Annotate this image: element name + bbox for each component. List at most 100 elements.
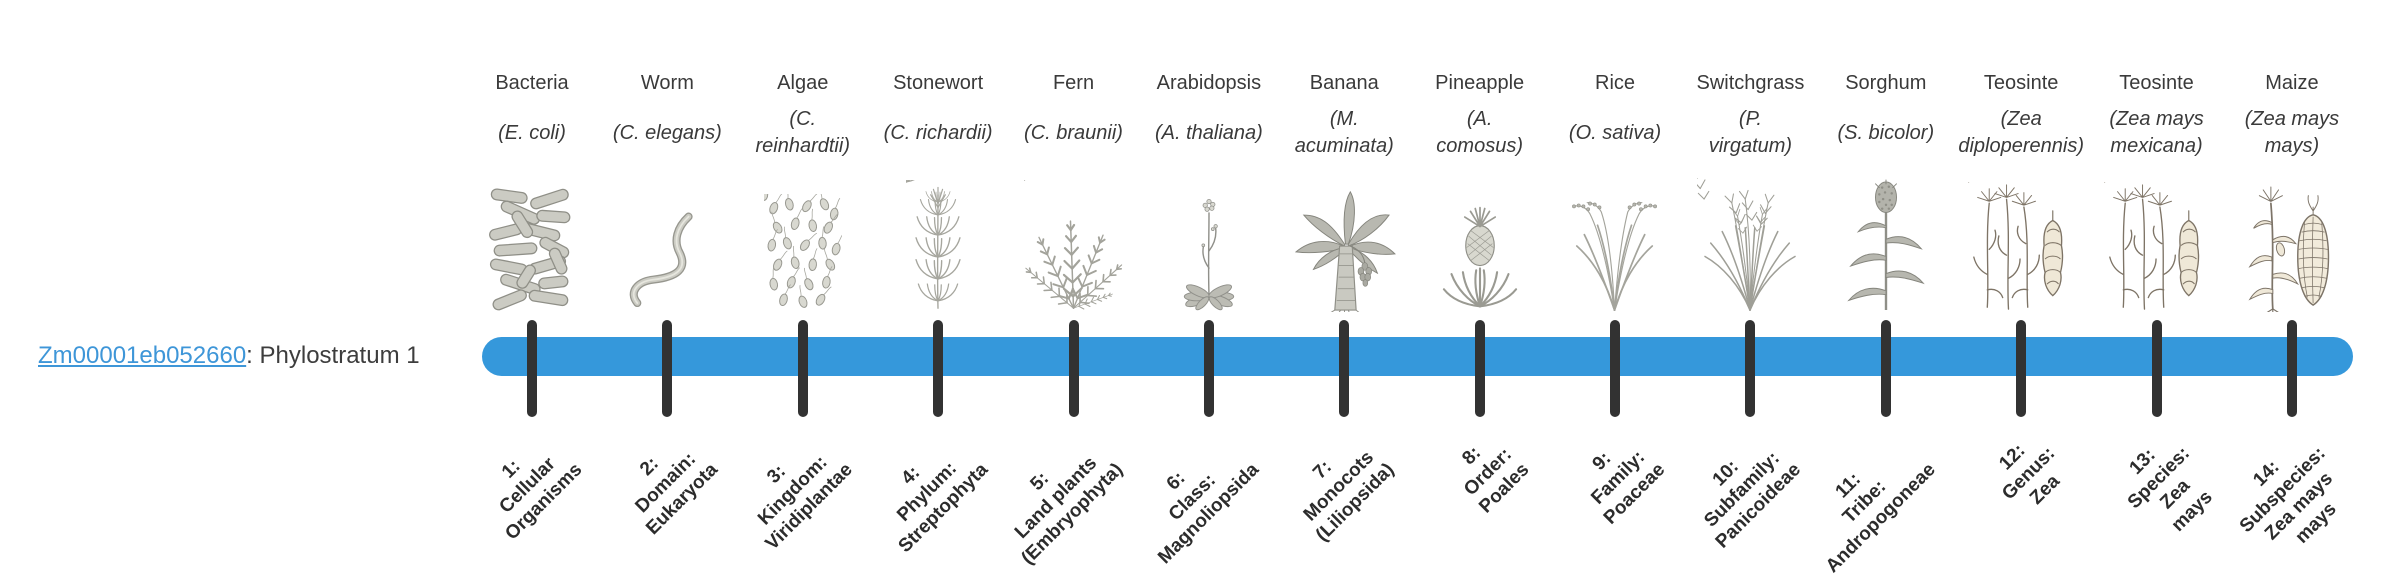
stratum-label: 3: Kingdom: Viridiplantae xyxy=(754,451,858,555)
stratum-label: 1: Cellular Organisms xyxy=(495,453,587,545)
organism-illustration xyxy=(1811,168,1961,312)
stratum-label: 4: Phylum: Streptophyta xyxy=(893,458,993,558)
gene-phylostratum-label: : Phylostratum 1 xyxy=(246,342,420,369)
organism-common-name: Pineapple xyxy=(1435,72,1525,94)
organism-common-name: Algae xyxy=(777,72,829,94)
organism-column: Rice (O. sativa) 9: Family: Poaceae xyxy=(1540,0,1690,580)
organism-latin-name: (M. acuminata) xyxy=(1294,108,1394,157)
timeline-tick xyxy=(1745,320,1756,417)
organism-common-name: Fern xyxy=(1052,72,1095,94)
organism-latin-name: (O. sativa) xyxy=(1568,121,1662,144)
organism-column: Algae (C. reinhardtii) 3: Kingdom: Virid… xyxy=(728,0,878,580)
organism-illustration xyxy=(1675,168,1825,312)
organism-illustration xyxy=(728,168,878,312)
timeline-tick xyxy=(1474,320,1485,417)
timeline-bar xyxy=(482,337,2353,376)
organism-common-name: Switchgrass xyxy=(1696,72,1805,94)
organism-illustration xyxy=(1540,168,1690,312)
organism-illustration xyxy=(2082,168,2232,312)
arabidopsis-icon xyxy=(1171,188,1247,312)
organism-common-name: Teosinte xyxy=(2119,72,2194,94)
organism-common-name: Arabidopsis xyxy=(1156,72,1262,94)
timeline-tick xyxy=(1610,320,1621,417)
stratum-label: 7: Monocots (Liliopsida) xyxy=(1299,447,1399,546)
organism-illustration xyxy=(863,168,1013,312)
organism-common-name: Bacteria xyxy=(495,72,569,94)
organism-illustration xyxy=(1946,168,2096,312)
stratum-label: 14: Subspecies: Zea mays mays xyxy=(2235,443,2341,548)
organism-latin-name: (Zea mays mexicana) xyxy=(2109,108,2204,157)
organism-column: Sorghum (S. bicolor) 11: Tribe: Andropog… xyxy=(1811,0,1961,580)
organism-column: Teosinte (Zea diploperennis) 12: Genus: … xyxy=(1946,0,2096,580)
organism-illustration xyxy=(457,168,607,312)
stratum-label: 9: Family: Poaceae xyxy=(1587,446,1670,529)
organism-column: Bacteria (E. coli) 1: Cellular Organisms xyxy=(457,0,607,580)
stratum-label: 11: Tribe: Andropogoneae xyxy=(1822,459,1941,578)
organism-latin-name: (S. bicolor) xyxy=(1837,121,1935,144)
organism-common-name: Rice xyxy=(1595,72,1636,94)
organism-column: Pineapple (A. comosus) 8: Order: Poales xyxy=(1405,0,1555,580)
bacteria-icon xyxy=(488,186,576,312)
organism-common-name: Worm xyxy=(640,72,694,94)
organism-common-name: Teosinte xyxy=(1983,72,2059,94)
pineapple-icon xyxy=(1442,182,1518,312)
organism-latin-name: (C. richardii) xyxy=(883,121,993,144)
organism-latin-name: (A. comosus) xyxy=(1436,108,1523,157)
organism-latin-name: (Zea mays mays) xyxy=(2244,108,2340,157)
organism-column: Worm (C. elegans) 2: Domain: Eukaryota xyxy=(592,0,742,580)
switchgrass-icon xyxy=(1697,178,1803,312)
organism-latin-name: (P. virgatum) xyxy=(1708,108,1793,157)
rice-icon xyxy=(1565,180,1665,312)
stratum-label: 2: Domain: Eukaryota xyxy=(631,448,722,540)
organism-column: Teosinte (Zea mays mexicana) 13: Species… xyxy=(2082,0,2232,580)
organism-column: Maize (Zea mays mays) 14: Subspecies: Ze… xyxy=(2217,0,2367,580)
timeline-tick xyxy=(1880,320,1891,417)
organism-illustration xyxy=(592,168,742,312)
timeline-tick xyxy=(1068,320,1079,417)
organism-illustration xyxy=(1269,168,1419,312)
timeline-tick xyxy=(797,320,808,417)
timeline-tick xyxy=(1339,320,1350,417)
stratum-label: 8: Order: Poales xyxy=(1458,442,1534,518)
organism-latin-name: (A. thaliana) xyxy=(1154,121,1263,144)
teosinte-icon xyxy=(1968,182,2074,312)
teosinte-icon xyxy=(2104,182,2210,312)
organism-illustration xyxy=(1134,168,1284,312)
organism-latin-name: (E. coli) xyxy=(498,121,566,144)
stratum-label: 13: Species: Zea mays xyxy=(2124,443,2217,536)
organism-common-name: Banana xyxy=(1309,72,1379,94)
organism-latin-name: (C. reinhardtii) xyxy=(755,108,850,157)
organism-column: Switchgrass (P. virgatum) 10: Subfamily:… xyxy=(1675,0,1825,580)
organism-column: Stonewort (C. richardii) 4: Phylum: Stre… xyxy=(863,0,1013,580)
organism-illustration xyxy=(2217,168,2367,312)
organism-illustration xyxy=(1405,168,1555,312)
timeline-tick xyxy=(527,320,537,417)
banana-icon xyxy=(1288,186,1400,312)
organism-column: Banana (M. acuminata) 7: Monocots (Lilio… xyxy=(1269,0,1419,580)
sorghum-icon xyxy=(1843,178,1929,312)
organism-common-name: Maize xyxy=(2265,72,2319,94)
gene-id-link[interactable]: Zm00001eb052660 xyxy=(38,342,247,369)
organism-column: Fern (C. braunii) 5: Land plants (Embryo… xyxy=(999,0,1149,580)
organism-column: Arabidopsis (A. thaliana) 6: Class: Magn… xyxy=(1134,0,1284,580)
timeline-tick xyxy=(662,320,673,417)
worm-icon xyxy=(625,204,709,312)
timeline-tick xyxy=(2286,320,2297,417)
stratum-label: 12: Genus: Zea xyxy=(1995,440,2064,510)
gene-caption: Zm00001eb052660: Phylostratum 1 xyxy=(38,341,420,371)
timeline-tick xyxy=(2016,320,2027,417)
organism-common-name: Sorghum xyxy=(1845,72,1927,94)
timeline-tick xyxy=(2151,320,2162,417)
timeline-tick xyxy=(933,320,944,417)
organism-latin-name: (Zea diploperennis) xyxy=(1958,108,2084,157)
organism-common-name: Stonewort xyxy=(893,72,984,94)
stratum-label: 5: Land plants (Embryophyta) xyxy=(1011,452,1128,570)
stratum-label: 6: Class: Magnoliopsida xyxy=(1154,459,1264,569)
maize-icon xyxy=(2244,182,2340,312)
stonewort-icon xyxy=(906,180,970,312)
organism-latin-name: (C. braunii) xyxy=(1024,121,1123,144)
organism-illustration xyxy=(999,168,1149,312)
organism-latin-name: (C. elegans) xyxy=(612,121,722,144)
algae-icon xyxy=(764,194,842,312)
